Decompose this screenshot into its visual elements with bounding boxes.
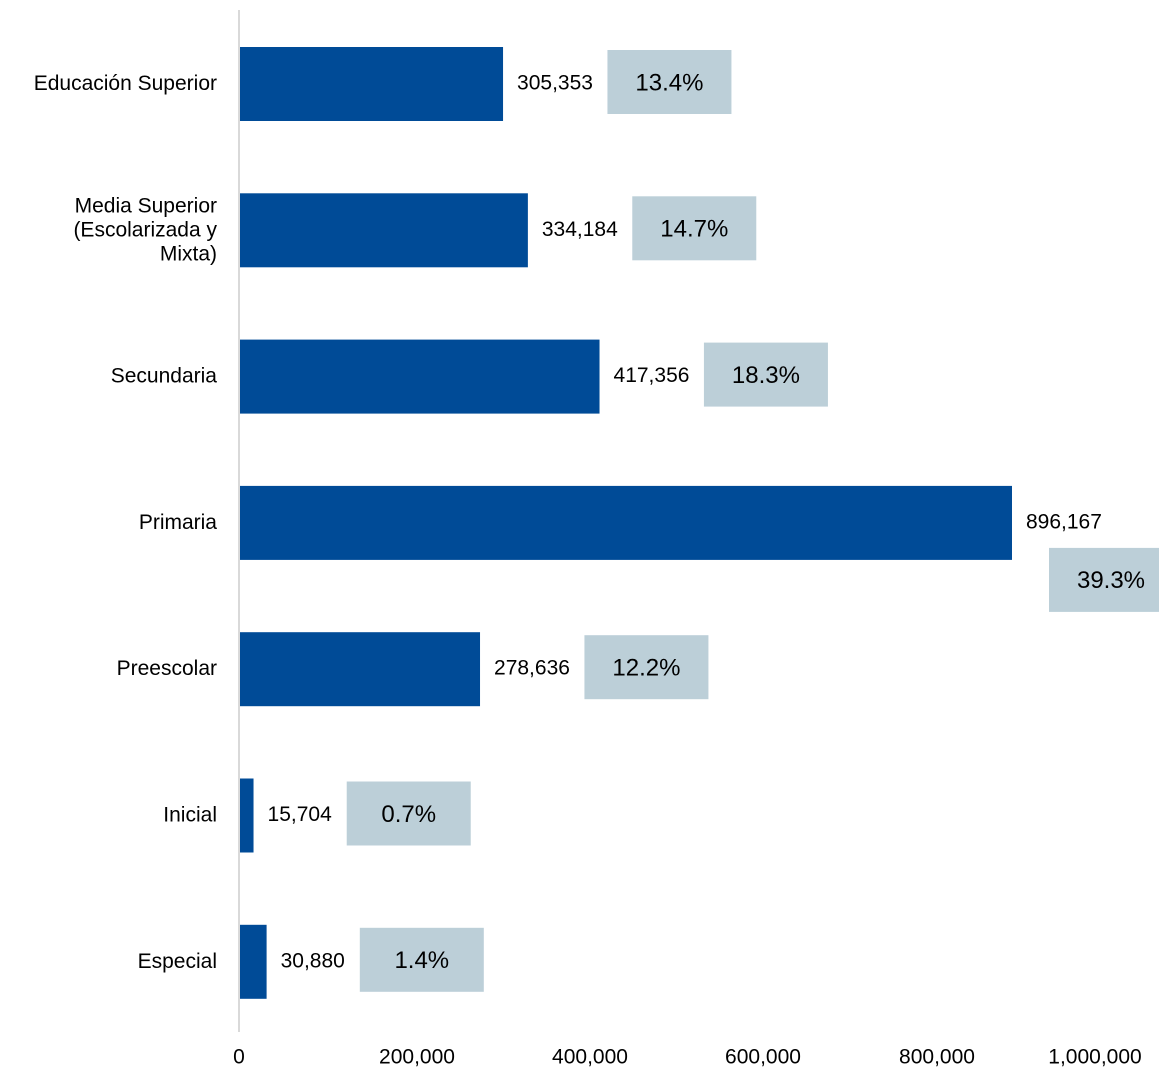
x-tick-label-5: 1,000,000	[1048, 1046, 1141, 1069]
bar-0	[240, 47, 504, 121]
percent-box-0	[607, 50, 732, 114]
percent-box-3	[1049, 547, 1159, 612]
category-label-3: Primaria	[139, 510, 217, 533]
percent-label-2: 18.3%	[732, 362, 800, 389]
x-tick-label-1: 200,000	[379, 1046, 455, 1069]
bars-group: Educación Superior 305,353 13.4% Media Supe…	[34, 47, 1159, 999]
category-label-4: Preescolar	[117, 657, 217, 680]
percent-label-5: 0.7%	[381, 801, 436, 828]
category-label-2: Secundaria	[111, 364, 218, 387]
category-label-0: Educación Superior	[34, 72, 217, 95]
x-axis-ticks: 0 200,000 400,000 600,000 800,000 1,000,000	[233, 1046, 1142, 1069]
bar-2	[240, 339, 600, 414]
value-label-4: 278,636	[494, 657, 570, 680]
x-tick-label-3: 600,000	[725, 1046, 801, 1069]
category-label-5: Inicial	[163, 803, 217, 826]
bar-1	[240, 193, 528, 268]
percent-box-1	[632, 196, 757, 261]
percent-box-6	[359, 927, 484, 992]
bar-6	[240, 924, 267, 999]
value-label-3: 896,167	[1026, 510, 1102, 533]
x-tick-label-4: 800,000	[899, 1046, 975, 1069]
value-label-1: 334,184	[542, 218, 618, 241]
x-tick-label-0: 0	[233, 1046, 245, 1069]
category-label-6: Especial	[138, 949, 217, 972]
value-label-6: 30,880	[281, 949, 345, 972]
value-label-5: 15,704	[268, 803, 333, 826]
percent-label-4: 12.2%	[612, 655, 680, 682]
value-label-0: 305,353	[517, 72, 593, 95]
percent-box-4	[584, 635, 709, 700]
percent-label-1: 14.7%	[660, 216, 728, 243]
percent-box-5	[346, 781, 471, 846]
percent-label-6: 1.4%	[394, 947, 449, 974]
category-label-1: Media Superior (Escolarizada y Mixta)	[73, 194, 217, 265]
x-tick-label-2: 400,000	[552, 1046, 628, 1069]
percent-label-3: 39.3%	[1077, 567, 1145, 594]
value-label-2: 417,356	[614, 364, 690, 387]
percent-label-0: 13.4%	[635, 69, 703, 96]
bar-4	[240, 632, 481, 707]
bar-3	[240, 485, 1012, 560]
bar-5	[240, 778, 254, 853]
percent-box-2	[703, 342, 828, 407]
